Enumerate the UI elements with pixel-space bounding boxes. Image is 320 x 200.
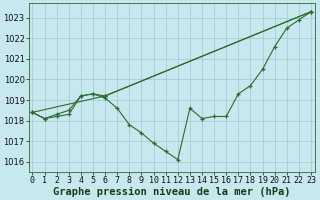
X-axis label: Graphe pression niveau de la mer (hPa): Graphe pression niveau de la mer (hPa) [53,186,291,197]
